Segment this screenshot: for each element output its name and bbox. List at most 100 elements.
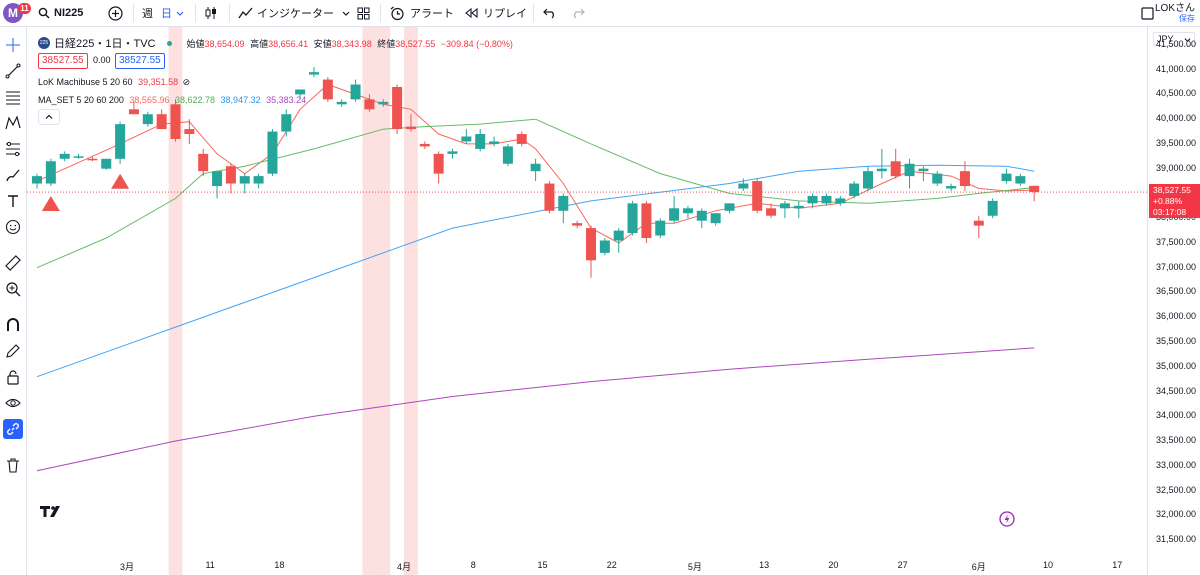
candle-body — [572, 223, 583, 226]
chart-type-button[interactable] — [204, 0, 218, 26]
candle-body — [904, 163, 915, 177]
link-icon — [7, 423, 19, 435]
fib-tool[interactable] — [3, 87, 23, 107]
candle-body — [1015, 176, 1026, 184]
market-open-dot — [167, 40, 173, 46]
symbol-legend[interactable]: 225 日経225・1日・TVC 始値38,654.09 高値38,656.41… — [38, 35, 513, 51]
toolbar-divider — [133, 4, 134, 22]
candle-body — [987, 200, 998, 216]
measure-tool[interactable] — [3, 253, 23, 273]
magnet-icon — [7, 318, 19, 331]
grid-icon — [357, 7, 370, 19]
toolbar-divider — [229, 4, 230, 22]
indicator-machibuse-legend[interactable]: LoK Machibuse 5 20 60 39,351.58 ⊘ — [38, 77, 191, 87]
candle-body — [101, 158, 112, 169]
candle-body — [876, 168, 887, 172]
candle-body — [322, 79, 333, 100]
trend-line-tool[interactable] — [3, 61, 23, 81]
toolbar-divider — [380, 4, 381, 22]
search-icon — [38, 7, 50, 19]
forecast-tool[interactable] — [3, 139, 23, 159]
sync-drawings-tool[interactable] — [3, 419, 23, 439]
brush-tool[interactable] — [3, 165, 23, 185]
symbol-title: 日経225・1日・TVC — [54, 38, 156, 50]
candle-body — [253, 176, 264, 184]
candle-body — [793, 205, 804, 209]
undo-button[interactable] — [543, 0, 557, 26]
highlight-band — [362, 27, 377, 575]
lock-drawings-tool[interactable] — [3, 367, 23, 387]
symbol-search-button[interactable]: NI225 — [38, 0, 83, 26]
candle-body — [1001, 173, 1012, 182]
candle-body — [225, 166, 236, 184]
currency-selector[interactable]: JPY — [1153, 32, 1195, 46]
icon-tool[interactable] — [3, 217, 23, 237]
interval-week-button[interactable]: 週 — [142, 8, 153, 20]
pencil-lock-icon — [6, 344, 20, 358]
candle-body — [405, 126, 416, 130]
candle-body — [766, 208, 777, 216]
chevron-down-icon — [1184, 37, 1191, 42]
candle-body — [295, 89, 306, 95]
projection-icon — [6, 141, 20, 157]
candle-body — [696, 210, 707, 221]
hide-drawings-tool[interactable] — [3, 393, 23, 413]
time-tick-label: 6月 — [971, 562, 986, 572]
templates-button[interactable] — [357, 0, 370, 26]
price-axis[interactable]: JPY 41,500.00 41,000.00 40,500.00 40,000.00… — [1147, 27, 1200, 575]
layout-checkbox[interactable] — [1141, 0, 1154, 26]
candle-body — [419, 143, 430, 147]
candle-body — [489, 141, 500, 144]
redo-button[interactable] — [571, 0, 585, 26]
text-tool[interactable] — [3, 191, 23, 211]
ruler-icon — [5, 255, 21, 271]
pattern-tool[interactable] — [3, 113, 23, 133]
replay-button[interactable]: リプレイ — [464, 0, 527, 26]
candle-body — [170, 104, 181, 139]
magnet-tool[interactable] — [3, 315, 23, 335]
time-tick-label: 17 — [1112, 560, 1123, 570]
crosshair-tool[interactable] — [3, 35, 23, 55]
price-tick-label: 41,500.00 — [1155, 38, 1196, 49]
candle-body — [959, 171, 970, 187]
candle-body — [752, 181, 763, 211]
candle-body — [461, 136, 472, 142]
candle-body — [558, 195, 569, 211]
remove-drawings-tool[interactable] — [3, 455, 23, 475]
compare-symbol-button[interactable] — [108, 0, 123, 26]
price-tick-label: 33,500.00 — [1155, 435, 1196, 446]
candle-body — [336, 101, 347, 105]
collapse-legend-button[interactable] — [38, 109, 60, 125]
highlight-band — [404, 27, 418, 575]
time-tick-label: 18 — [274, 560, 285, 570]
price-chart[interactable] — [27, 27, 1147, 575]
indicators-button[interactable]: インジケーター — [238, 0, 350, 26]
candle-body — [516, 134, 527, 144]
candle-body — [849, 183, 860, 196]
notification-badge: 11 — [18, 3, 31, 14]
price-tick-label: 31,500.00 — [1155, 534, 1196, 545]
sell-button[interactable]: 38527.55 — [38, 53, 88, 69]
time-tick-label: 15 — [537, 560, 548, 570]
buy-button[interactable]: 38527.55 — [115, 53, 165, 69]
interval-day-button[interactable]: 日 — [161, 0, 184, 26]
save-layout-button[interactable]: LOKさん 保存 — [1154, 3, 1195, 23]
price-tick-label: 33,000.00 — [1155, 459, 1196, 470]
symbol-logo: 225 — [38, 37, 50, 49]
price-tick-label: 39,500.00 — [1155, 137, 1196, 148]
indicator-ma-set-legend[interactable]: MA_SET 5 20 60 200 38,565.96 38,622.78 3… — [38, 95, 307, 105]
undo-icon — [543, 8, 554, 19]
candle-body — [447, 151, 458, 154]
drawing-toolbar — [0, 27, 27, 575]
candle-body — [627, 203, 638, 234]
user-avatar[interactable]: M 11 — [3, 3, 31, 23]
keep-drawing-tool[interactable] — [3, 341, 23, 361]
lightning-icon[interactable] — [999, 511, 1015, 527]
symbol-name: NI225 — [54, 7, 84, 19]
square-icon — [1141, 6, 1154, 20]
alert-button[interactable]: アラート — [390, 0, 454, 26]
price-tick-label: 35,500.00 — [1155, 335, 1196, 346]
price-tick-label: 40,000.00 — [1155, 113, 1196, 124]
zoom-tool[interactable] — [3, 279, 23, 299]
ma-line — [36, 164, 1035, 378]
